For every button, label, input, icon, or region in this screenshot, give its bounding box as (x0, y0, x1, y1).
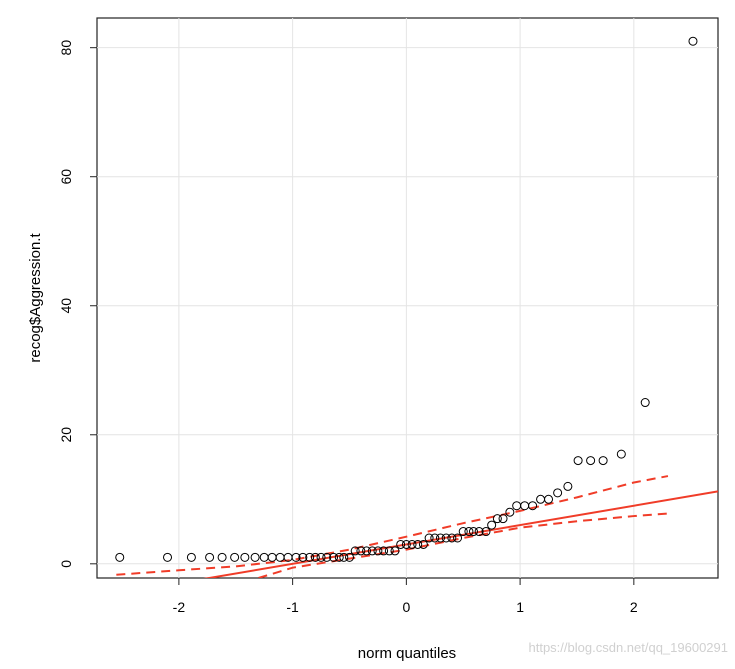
point (573, 456, 583, 466)
y-tick-label: 0 (58, 560, 74, 568)
point (481, 527, 491, 537)
y-tick-label: 20 (58, 427, 74, 443)
point (453, 533, 463, 543)
point (458, 527, 468, 537)
x-tick-label: 0 (402, 599, 410, 615)
point (396, 539, 406, 549)
y-tick-label: 60 (58, 169, 74, 185)
point (435, 533, 445, 543)
point (305, 552, 315, 562)
point (520, 501, 530, 511)
point (586, 456, 596, 466)
point (464, 527, 474, 537)
point (688, 36, 698, 46)
confidence-band (258, 512, 669, 578)
plot-frame (96, 17, 719, 579)
point (616, 449, 626, 459)
point (205, 552, 215, 562)
point (350, 546, 360, 556)
point (418, 539, 428, 549)
y-tick-label: 40 (58, 298, 74, 314)
point (441, 533, 451, 543)
x-tick-label: 2 (630, 599, 638, 615)
point (267, 552, 277, 562)
confidence-band (116, 475, 669, 576)
point (492, 514, 502, 524)
x-tick-label: 1 (516, 599, 524, 615)
reference-line (203, 490, 718, 578)
point (373, 546, 383, 556)
point (275, 552, 285, 562)
watermark: https://blog.csdn.net/qq_19600291 (529, 640, 729, 655)
point (356, 546, 366, 556)
point (384, 546, 394, 556)
point (407, 539, 417, 549)
point (401, 539, 411, 549)
point (362, 546, 372, 556)
y-tick-label: 80 (58, 40, 74, 56)
point (544, 494, 554, 504)
point (291, 552, 301, 562)
point (468, 527, 478, 537)
point (498, 514, 508, 524)
point (390, 546, 400, 556)
point (563, 481, 573, 491)
point (250, 552, 260, 562)
point (640, 398, 650, 408)
point (230, 552, 240, 562)
point (259, 552, 269, 562)
point (379, 546, 389, 556)
point (487, 520, 497, 530)
point (598, 456, 608, 466)
point (329, 552, 339, 562)
point (339, 552, 349, 562)
point (310, 552, 320, 562)
point (505, 507, 515, 517)
y-axis-label: recog$Aggression.t (27, 233, 44, 363)
point (536, 494, 546, 504)
point (553, 488, 563, 498)
point (298, 552, 308, 562)
point (413, 539, 423, 549)
x-axis-label: norm quantiles (358, 645, 456, 662)
point (474, 527, 484, 537)
point (528, 501, 538, 511)
point (367, 546, 377, 556)
point (217, 552, 227, 562)
point (344, 552, 354, 562)
point (186, 552, 196, 562)
point (447, 533, 457, 543)
point (424, 533, 434, 543)
point (430, 533, 440, 543)
x-tick-label: -1 (286, 599, 299, 615)
point (512, 501, 522, 511)
point (163, 552, 173, 562)
x-tick-label: -2 (173, 599, 186, 615)
point (115, 552, 125, 562)
point (240, 552, 250, 562)
point (334, 552, 344, 562)
point (316, 552, 326, 562)
point (322, 552, 332, 562)
